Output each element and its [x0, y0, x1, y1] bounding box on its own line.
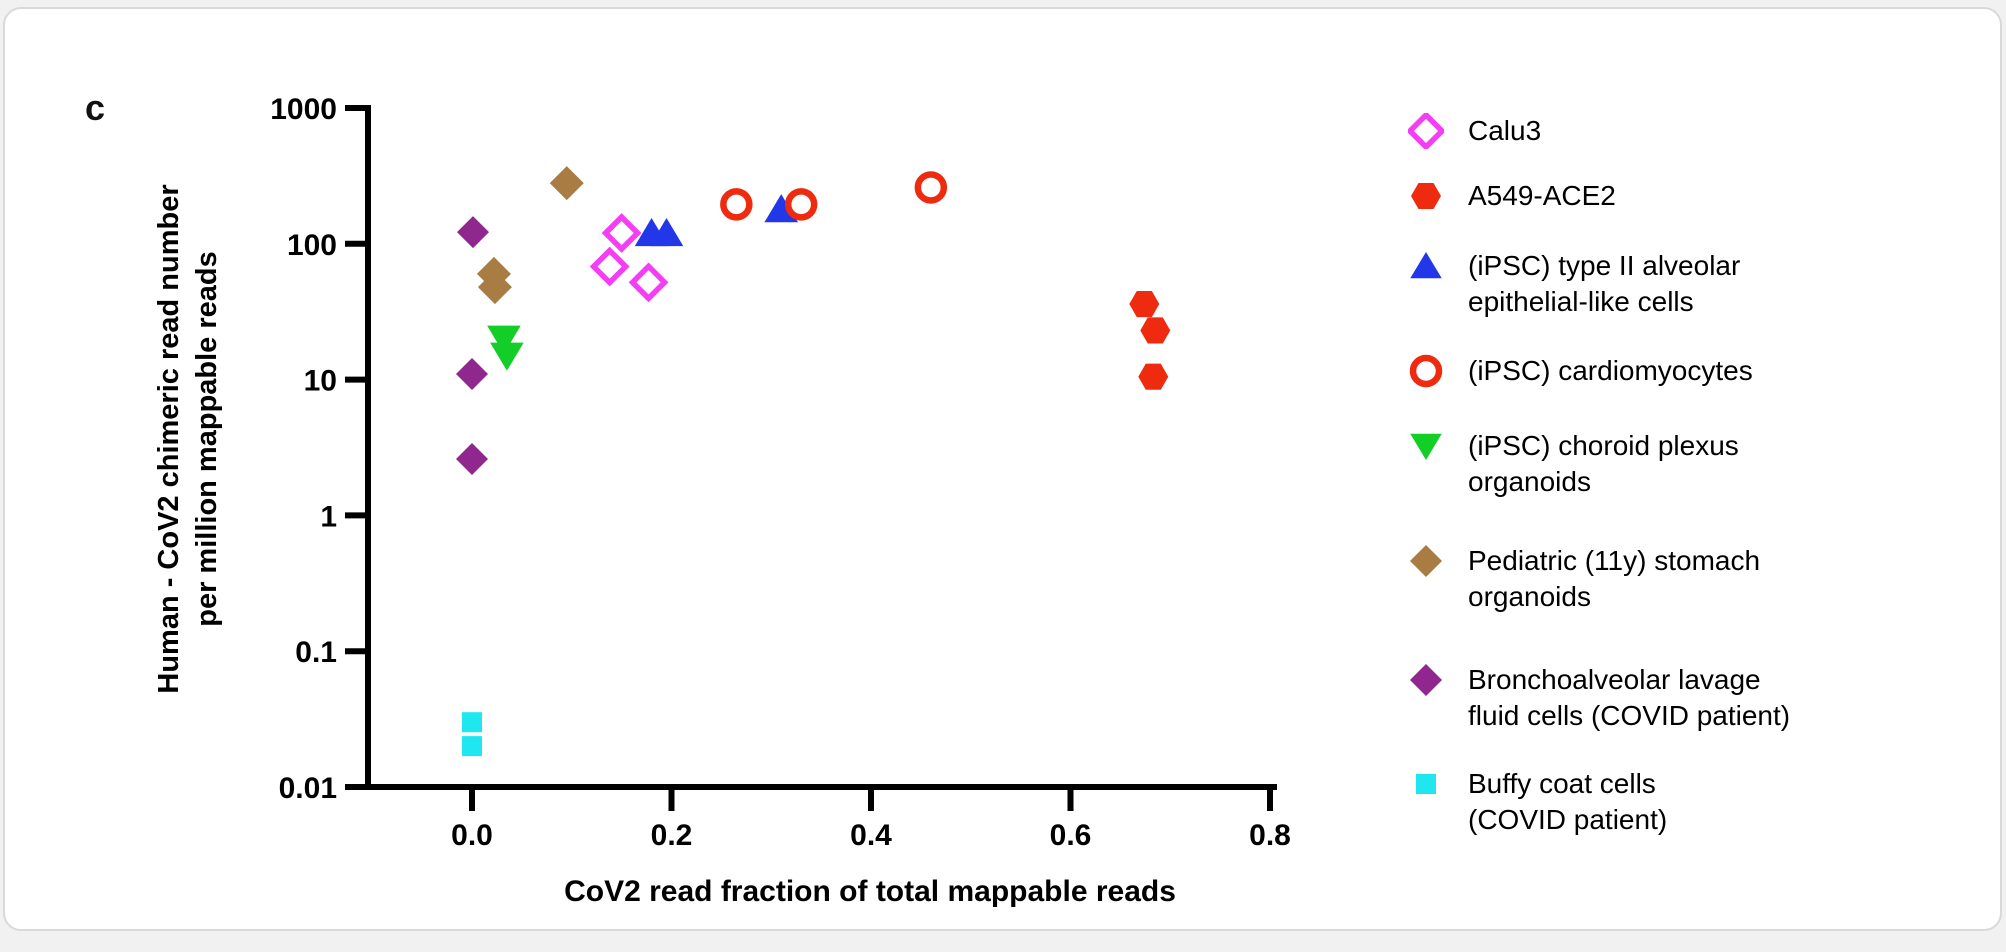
hexagon-legend-icon: [1411, 182, 1441, 210]
legend-item: Pediatric (11y) stomach organoids: [1408, 543, 1760, 615]
legend-label: A549-ACE2: [1468, 178, 1616, 214]
legend-label: (iPSC) cardiomyocytes: [1468, 353, 1753, 389]
diamond-legend-icon: [1410, 664, 1442, 696]
legend-label: (iPSC) type II alveolar epithelial-like c…: [1468, 248, 1740, 320]
figure-card: c 1000 100 10 1 0.1 0.01 0.0 0.2 0.4 0.6 0.8 Human…: [3, 7, 2002, 931]
legend-label-line: Buffy coat cells: [1468, 768, 1656, 799]
square-legend-icon: [1416, 774, 1436, 794]
y-tick-label: 1: [320, 500, 337, 533]
data-point-marker: [549, 166, 584, 201]
x-tick-label: 0.4: [850, 819, 892, 852]
y-tick-label: 10: [304, 365, 337, 398]
data-point-marker: [601, 213, 642, 253]
scatter-plot: 1000 100 10 1 0.1 0.01 0.0 0.2 0.4 0.6 0.8: [270, 93, 1291, 852]
diamond-open-legend-icon: [1408, 113, 1444, 149]
data-point-marker: [784, 188, 818, 221]
data-point-marker: [1410, 252, 1442, 279]
triangle-down-legend-icon: [1410, 433, 1442, 460]
data-point-marker: [720, 188, 753, 221]
legend-item: (iPSC) choroid plexus organoids: [1408, 428, 1739, 500]
legend-item: Buffy coat cells (COVID patient): [1408, 766, 1667, 838]
legend-label: Calu3: [1468, 113, 1541, 149]
legend-label-line: epithelial-like cells: [1468, 286, 1694, 317]
data-point-marker: [1410, 545, 1442, 577]
data-point-marker: [628, 262, 669, 303]
data-point-marker: [456, 357, 488, 390]
diamond-legend-icon: [1410, 545, 1442, 577]
data-point-marker: [1140, 317, 1171, 344]
data-point-marker: [1138, 363, 1169, 390]
legend-item: A549-ACE2: [1408, 178, 1616, 214]
data-point-marker: [462, 736, 482, 757]
data-point-marker: [487, 325, 521, 354]
legend-label: Pediatric (11y) stomach organoids: [1468, 543, 1760, 615]
data-point-marker: [462, 712, 482, 733]
chart-legend: Calu3 A549-ACE2 (iPSC) type II alveolar epi…: [1408, 104, 1998, 884]
x-axis-title: CoV2 read fraction of total mappable rea…: [564, 875, 1176, 908]
legend-item: Calu3: [1408, 113, 1541, 149]
data-point-marker: [914, 171, 948, 204]
y-axis-title: Human - CoV2 chimeric read number per mi…: [150, 69, 226, 809]
legend-label-line: (COVID patient): [1468, 804, 1668, 835]
legend-label-line: A549-ACE2: [1468, 180, 1616, 211]
data-point-marker: [477, 270, 512, 305]
legend-label-line: Pediatric (11y) stomach: [1468, 545, 1761, 576]
data-point-marker: [649, 218, 684, 247]
legend-item: Bronchoalveolar lavage fluid cells (COVID…: [1408, 662, 1790, 734]
legend-label-line: (iPSC) cardiomyocytes: [1468, 355, 1753, 386]
legend-label-line: Calu3: [1468, 115, 1542, 146]
x-tick-label: 0.6: [1050, 819, 1092, 852]
triangle-up-legend-icon: [1410, 252, 1442, 279]
axis-frame: [365, 108, 1277, 790]
legend-label-line: (iPSC) type II alveolar: [1468, 250, 1741, 281]
data-point-marker: [1410, 433, 1442, 460]
legend-label-line: (iPSC) choroid plexus: [1468, 430, 1739, 461]
legend-label: Bronchoalveolar lavage fluid cells (COVID…: [1468, 662, 1790, 734]
x-tick-label: 0.2: [651, 819, 693, 852]
y-axis-title-line1: Human - CoV2 chimeric read number: [153, 184, 185, 694]
y-tick-label: 100: [287, 229, 337, 262]
data-point-marker: [1409, 354, 1443, 388]
y-tick-label: 0.01: [279, 772, 337, 805]
y-axis-title-line2: per million mappable reads: [191, 251, 223, 627]
legend-label: (iPSC) choroid plexus organoids: [1468, 428, 1739, 500]
y-tick-label: 0.1: [295, 636, 337, 669]
data-point-marker: [456, 216, 489, 249]
data-point-marker: [456, 443, 488, 476]
circle-open-legend-icon: [1409, 354, 1443, 388]
data-point-marker: [1416, 774, 1436, 794]
legend-label-line: fluid cells (COVID patient): [1468, 700, 1791, 731]
legend-label: Buffy coat cells (COVID patient): [1468, 766, 1667, 838]
legend-label-line: organoids: [1468, 466, 1591, 497]
data-point-marker: [1408, 113, 1444, 149]
data-point-marker: [1410, 664, 1442, 696]
legend-item: (iPSC) type II alveolar epithelial-like c…: [1408, 248, 1740, 320]
panel-label: c: [85, 87, 106, 128]
legend-label-line: organoids: [1468, 581, 1591, 612]
x-tick-label: 0.8: [1249, 819, 1291, 852]
legend-item: (iPSC) cardiomyocytes: [1408, 353, 1753, 389]
data-point-marker: [490, 342, 524, 371]
legend-label-line: Bronchoalveolar lavage: [1468, 664, 1761, 695]
y-tick-label: 1000: [270, 93, 337, 126]
data-point-marker: [589, 246, 630, 287]
x-tick-label: 0.0: [451, 819, 493, 852]
data-point-marker: [1129, 291, 1160, 318]
data-point-marker: [1411, 182, 1441, 210]
